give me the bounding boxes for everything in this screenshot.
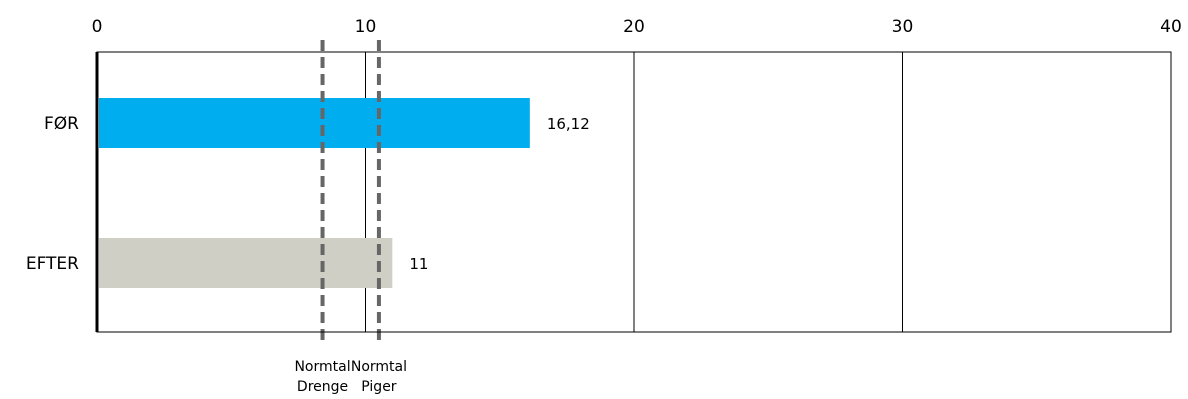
reference-label: Normtal bbox=[294, 359, 350, 375]
data-labels: 16,12 11 bbox=[409, 115, 589, 273]
data-label: 16,12 bbox=[547, 115, 590, 133]
x-tick-label: 0 bbox=[92, 17, 103, 37]
x-tick-labels: 0 10 20 30 40 bbox=[92, 17, 1182, 37]
reference-label: Drenge bbox=[297, 379, 348, 395]
x-tick-label: 40 bbox=[1160, 17, 1182, 37]
x-tick-label: 30 bbox=[892, 17, 914, 37]
category-label: EFTER bbox=[26, 254, 79, 274]
reference-lines bbox=[320, 40, 381, 344]
category-labels: FØR EFTER bbox=[26, 114, 79, 274]
data-label: 11 bbox=[409, 255, 428, 273]
bar-layer bbox=[99, 98, 530, 288]
grid-layer bbox=[365, 52, 903, 332]
reference-label: Piger bbox=[361, 379, 397, 395]
category-label: FØR bbox=[44, 114, 79, 134]
bar-efter bbox=[99, 238, 393, 288]
reference-label: Normtal bbox=[351, 359, 407, 375]
bar-før bbox=[99, 98, 530, 148]
x-tick-label: 10 bbox=[355, 17, 377, 37]
x-tick-label: 20 bbox=[623, 17, 645, 37]
